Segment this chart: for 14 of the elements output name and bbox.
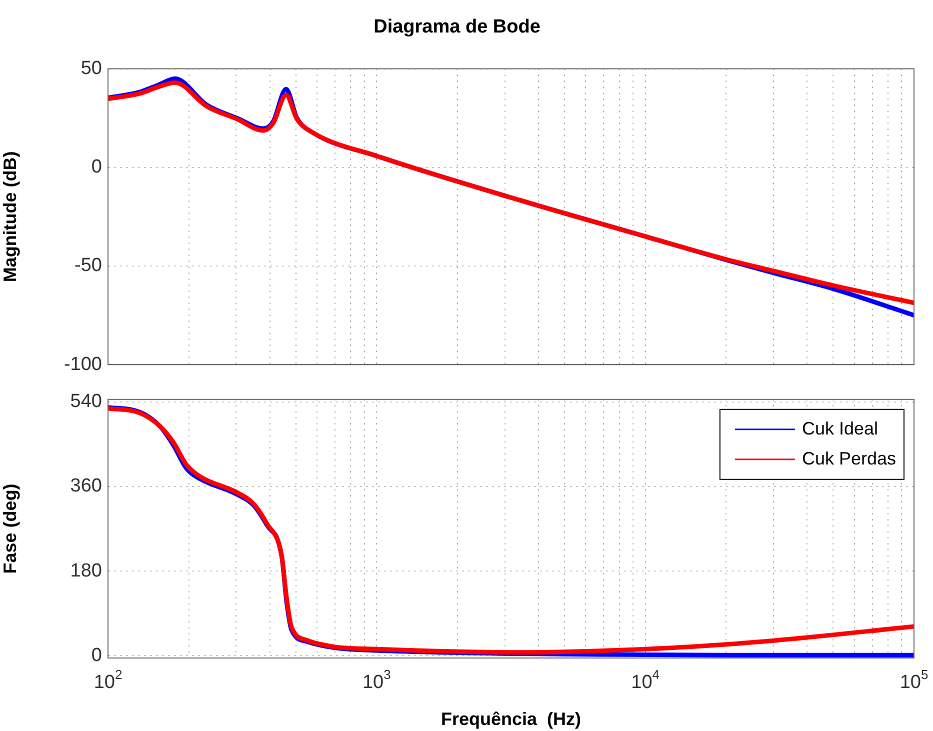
y-tick-label: -50 (74, 255, 102, 276)
y-tick-label: 50 (80, 58, 102, 80)
y-axis-title: Magnitude (dB) (0, 151, 20, 282)
y-tick-label: -100 (64, 354, 102, 375)
y-tick-label: 180 (70, 560, 102, 582)
x-axis-title: Frequência (Hz) (440, 709, 582, 730)
y-tick-label: 0 (91, 644, 102, 666)
y-tick-label: 0 (91, 156, 102, 178)
legend-label: Cuk Ideal (802, 418, 878, 438)
y-tick-label: 360 (70, 476, 102, 497)
y-tick-label: 540 (70, 390, 102, 412)
y-axis-title: Fase (deg) (0, 484, 20, 574)
legend-label: Cuk Perdas (802, 448, 896, 468)
chart-title: Diagrama de Bode (374, 16, 540, 38)
